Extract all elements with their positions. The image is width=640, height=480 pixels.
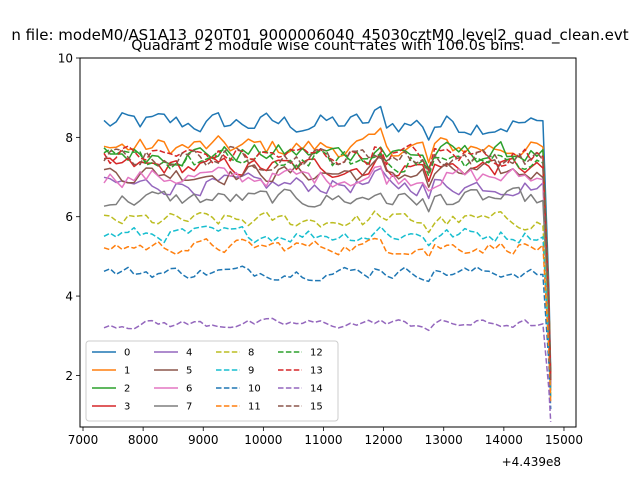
x-axis: 7000 8000 9000 10000 11000 12000 13000 14000 150… xyxy=(68,427,583,447)
legend-label-1: 1 xyxy=(124,366,130,377)
legend-label-15: 15 xyxy=(310,402,323,413)
x-axis-offset-label: +4.439e8 xyxy=(502,455,561,469)
series-line-14 xyxy=(103,317,552,423)
legend-label-11: 11 xyxy=(248,402,261,413)
x-tick-label: 12000 xyxy=(365,433,403,447)
x-tick-label: 8000 xyxy=(128,433,159,447)
series-line-10 xyxy=(103,265,552,410)
y-tick-label: 4 xyxy=(65,290,73,304)
y-tick-label: 6 xyxy=(65,210,73,224)
legend-label-6: 6 xyxy=(186,384,192,395)
y-tick-label: 10 xyxy=(58,52,73,66)
series-line-0 xyxy=(103,105,552,372)
series-line-5 xyxy=(103,154,552,385)
legend-box xyxy=(85,340,339,422)
series-line-9 xyxy=(103,225,552,400)
legend-label-12: 12 xyxy=(310,348,323,359)
series-line-11 xyxy=(103,237,552,403)
series-line-3 xyxy=(103,151,552,383)
y-tick-label: 8 xyxy=(65,131,73,145)
legend-label-10: 10 xyxy=(248,384,261,395)
x-tick-label: 11000 xyxy=(304,433,342,447)
series-line-6 xyxy=(103,165,552,386)
legend-label-13: 13 xyxy=(310,366,323,377)
chart-title: Quadrant 2 module wise count rates with … xyxy=(131,38,525,54)
x-tick-label: 9000 xyxy=(188,433,219,447)
series-line-1 xyxy=(103,127,552,378)
x-tick-label: 10000 xyxy=(244,433,282,447)
x-tick-label: 13000 xyxy=(425,433,463,447)
y-axis: 2 4 6 8 10 xyxy=(58,52,80,383)
legend-label-7: 7 xyxy=(186,402,192,413)
series-line-8 xyxy=(103,210,552,397)
series-line-12 xyxy=(103,148,552,382)
legend-label-8: 8 xyxy=(248,348,254,359)
x-tick-label: 15000 xyxy=(545,433,583,447)
legend-label-3: 3 xyxy=(124,402,130,413)
figure-suptitle: n file: modeM0/AS1A13_020T01_9000006040_… xyxy=(11,26,628,45)
x-tick-label: 14000 xyxy=(485,433,523,447)
legend-label-0: 0 xyxy=(124,348,130,359)
legend-label-9: 9 xyxy=(248,366,254,377)
plot-area xyxy=(103,105,552,423)
series-line-4 xyxy=(103,167,552,388)
y-tick-label: 2 xyxy=(65,369,73,383)
axes-frame xyxy=(79,57,577,428)
series-line-7 xyxy=(103,186,552,391)
x-tick-label: 7000 xyxy=(68,433,99,447)
legend-label-5: 5 xyxy=(186,366,192,377)
legend-label-4: 4 xyxy=(186,348,192,359)
legend-label-2: 2 xyxy=(124,384,130,395)
legend-label-14: 14 xyxy=(310,384,323,395)
